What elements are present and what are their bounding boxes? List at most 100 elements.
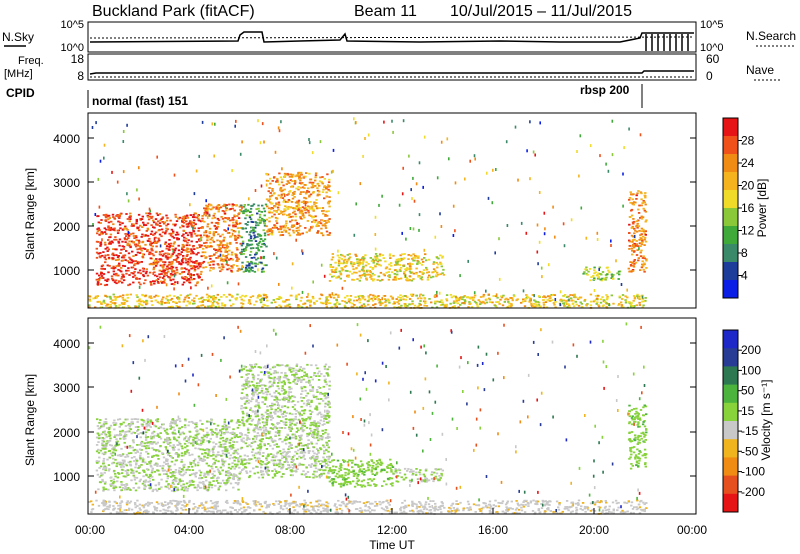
heatmap-cell xyxy=(524,300,527,302)
heatmap-cell xyxy=(268,216,271,219)
heatmap-cell xyxy=(217,208,220,211)
heatmap-cell xyxy=(183,278,186,280)
heatmap-cell xyxy=(107,306,110,309)
heatmap-cell xyxy=(207,207,210,210)
heatmap-cell xyxy=(374,253,378,255)
heatmap-cell xyxy=(126,430,129,433)
heatmap-cell xyxy=(269,232,272,235)
heatmap-cell xyxy=(628,197,632,199)
heatmap-cell xyxy=(158,233,162,236)
heatmap-cell xyxy=(246,221,250,223)
heatmap-cell xyxy=(111,277,114,280)
heatmap-cell xyxy=(301,251,304,255)
heatmap-cell xyxy=(379,304,382,306)
heatmap-cell xyxy=(95,278,98,281)
heatmap-cell xyxy=(176,256,180,259)
heatmap-cell xyxy=(268,198,271,201)
heatmap-cell xyxy=(134,305,137,308)
heatmap-cell xyxy=(635,254,639,256)
heatmap-cell xyxy=(237,419,240,421)
heatmap-cell xyxy=(418,302,421,305)
heatmap-cell xyxy=(104,243,107,246)
heatmap-cell xyxy=(123,237,127,240)
heatmap-cell xyxy=(129,246,132,249)
heatmap-cell xyxy=(362,295,365,298)
heatmap-cell xyxy=(256,236,259,238)
heatmap-cell xyxy=(195,422,198,424)
heatmap-cell xyxy=(219,482,222,485)
heatmap-cell xyxy=(281,189,285,192)
heatmap-cell xyxy=(113,238,116,241)
heatmap-cell xyxy=(530,302,533,305)
heatmap-cell xyxy=(113,446,116,449)
heatmap-cell xyxy=(436,300,439,303)
heatmap-cell xyxy=(190,221,193,224)
heatmap-cell xyxy=(222,238,225,241)
heatmap-cell xyxy=(240,405,243,407)
heatmap-cell xyxy=(248,264,251,266)
heatmap-cell xyxy=(134,418,137,420)
heatmap-cell xyxy=(123,459,126,462)
heatmap-cell xyxy=(234,474,237,476)
heatmap-cell xyxy=(415,272,418,275)
heatmap-cell xyxy=(129,212,132,215)
heatmap-cell xyxy=(217,482,220,484)
heatmap-cell xyxy=(193,486,196,489)
heatmap-cell xyxy=(118,264,121,267)
heatmap-cell xyxy=(292,380,295,383)
heatmap-cell xyxy=(112,448,116,451)
heatmap-cell xyxy=(552,205,554,209)
heatmap-cell xyxy=(135,278,139,280)
heatmap-cell xyxy=(240,244,244,247)
heatmap-cell xyxy=(636,226,639,229)
heatmap-cell xyxy=(285,458,288,460)
heatmap-cell xyxy=(282,200,285,203)
heatmap-cell xyxy=(156,240,160,243)
heatmap-cell xyxy=(321,176,324,178)
heatmap-cell xyxy=(166,268,169,271)
heatmap-cell xyxy=(116,229,120,232)
heatmap-cell xyxy=(190,225,194,228)
heatmap-cell xyxy=(256,466,259,468)
heatmap-cell xyxy=(366,269,369,272)
heatmap-cell xyxy=(207,286,209,290)
heatmap-cell xyxy=(105,435,108,438)
heatmap-cell xyxy=(132,487,135,489)
heatmap-cell xyxy=(639,251,642,254)
heatmap-cell xyxy=(645,259,648,262)
heatmap-cell xyxy=(135,218,138,221)
heatmap-cell xyxy=(636,249,639,251)
heatmap-cell xyxy=(135,462,138,465)
heatmap-cell xyxy=(641,239,644,242)
heatmap-cell xyxy=(641,257,645,259)
heatmap-cell xyxy=(248,301,251,303)
heatmap-cell xyxy=(110,267,113,269)
heatmap-cell xyxy=(209,203,212,206)
heatmap-cell xyxy=(190,473,194,476)
heatmap-cell xyxy=(282,192,285,195)
heatmap-cell xyxy=(275,222,279,225)
heatmap-cell xyxy=(199,481,203,484)
heatmap-cell xyxy=(170,263,173,266)
heatmap-cell xyxy=(400,257,403,260)
heatmap-cell xyxy=(377,299,380,302)
heatmap-cell xyxy=(593,269,596,272)
heatmap-cell xyxy=(216,217,220,220)
heatmap-cell xyxy=(191,266,195,269)
heatmap-cell xyxy=(291,286,293,290)
heatmap-cell xyxy=(427,271,431,273)
heatmap-cell xyxy=(148,424,151,427)
heatmap-cell xyxy=(325,383,328,386)
heatmap-cell xyxy=(423,297,426,299)
heatmap-cell xyxy=(325,301,328,303)
velocity-heatmap xyxy=(88,322,648,515)
heatmap-cell xyxy=(133,460,136,462)
heatmap-cell xyxy=(583,298,587,301)
heatmap-cell xyxy=(187,222,191,225)
heatmap-cell xyxy=(212,475,215,478)
heatmap-cell xyxy=(232,303,235,306)
heatmap-cell xyxy=(185,232,188,234)
heatmap-cell xyxy=(186,253,189,256)
heatmap-cell xyxy=(126,242,129,245)
heatmap-cell xyxy=(308,301,312,304)
